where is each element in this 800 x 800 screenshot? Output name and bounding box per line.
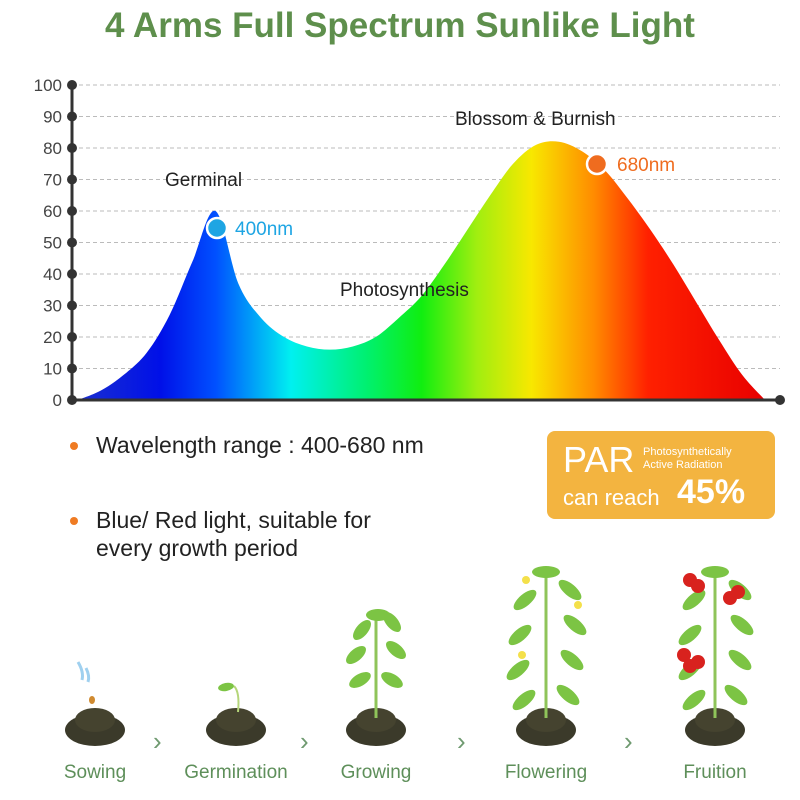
- tomato-icon: [691, 655, 705, 669]
- chevron-right-icon: ›: [153, 726, 162, 756]
- par-badge: PAR Photosynthetically Active Radiation …: [547, 431, 775, 519]
- leaf-icon: [532, 566, 560, 578]
- chevron-right-icon: ›: [300, 726, 309, 756]
- stage-sowing: Sowing: [63, 762, 127, 783]
- chevron-right-icon: ›: [457, 726, 466, 756]
- soil-icon: [695, 708, 735, 732]
- y-tick-label: 100: [34, 76, 62, 95]
- leaf-icon: [556, 684, 580, 706]
- leaf-icon: [506, 659, 530, 681]
- leaf-icon: [346, 646, 366, 664]
- leaf-icon: [563, 614, 587, 636]
- leaf-icon: [682, 689, 706, 711]
- tomato-icon: [677, 648, 691, 662]
- flower-icon: [522, 576, 530, 584]
- marker-label-680nm: 680nm: [617, 155, 675, 176]
- chevron-right-icon: ›: [624, 726, 633, 756]
- soil-icon: [216, 708, 256, 732]
- marker-label-400nm: 400nm: [235, 219, 293, 240]
- stage-fruition: Fruition: [683, 762, 747, 783]
- y-tick-label: 90: [43, 108, 62, 127]
- spectrum-area: [78, 141, 765, 400]
- annotation-germinal: Germinal: [165, 170, 242, 191]
- leaf-icon: [512, 689, 536, 711]
- stage-growing: Growing: [340, 762, 412, 783]
- flower-icon: [574, 601, 582, 609]
- soil-icon: [75, 708, 115, 732]
- soil-icon: [526, 708, 566, 732]
- y-tick-label: 0: [53, 391, 62, 410]
- water-drop-icon: [76, 661, 91, 683]
- y-tick-label: 40: [43, 265, 62, 284]
- tomato-icon: [731, 585, 745, 599]
- page-title: 4 Arms Full Spectrum Sunlike Light: [105, 6, 695, 45]
- annotation-blossom: Blossom & Burnish: [455, 109, 616, 130]
- stage-germination: Germination: [184, 762, 288, 783]
- y-tick-label: 20: [43, 328, 62, 347]
- x-axis-end-dot: [775, 395, 785, 405]
- leaf-icon: [560, 649, 584, 671]
- y-tick-label: 70: [43, 171, 62, 190]
- spectrum-chart: 0 10 20 30 40 50 60 70 80 90 100 Germinal Photosyn…: [34, 76, 785, 410]
- leaf-icon: [381, 672, 403, 688]
- y-tick-label: 80: [43, 139, 62, 158]
- sprout-icon: [233, 685, 240, 713]
- leaf-icon: [730, 614, 754, 636]
- y-tick-label: 60: [43, 202, 62, 221]
- bullet-dot-icon: [70, 442, 78, 450]
- leaf-icon: [682, 589, 706, 611]
- growth-stages-illustration: [65, 566, 754, 746]
- bullet-dot-icon: [70, 517, 78, 525]
- annotation-photosynthesis: Photosynthesis: [340, 280, 469, 301]
- seed-icon: [89, 696, 95, 704]
- y-tick-label: 50: [43, 234, 62, 253]
- leaf-icon: [701, 566, 729, 578]
- y-tick-label: 10: [43, 360, 62, 379]
- leaf-icon: [728, 649, 752, 671]
- tomato-icon: [691, 579, 705, 593]
- leaf-icon: [558, 579, 582, 601]
- leaf-icon: [513, 589, 537, 611]
- marker-400nm: [205, 216, 229, 240]
- leaf-icon: [724, 684, 748, 706]
- sprout-leaf-icon: [218, 682, 234, 692]
- flower-icon: [518, 651, 526, 659]
- leaf-icon: [386, 641, 406, 659]
- marker-680nm: [585, 152, 609, 176]
- leaf-icon: [508, 624, 532, 646]
- leaf-icon: [349, 672, 371, 688]
- stage-flowering: Flowering: [504, 762, 588, 783]
- leaf-icon: [353, 620, 371, 640]
- leaf-icon: [366, 609, 390, 621]
- soil-icon: [356, 708, 396, 732]
- leaf-icon: [678, 624, 702, 646]
- y-tick-label: 30: [43, 297, 62, 316]
